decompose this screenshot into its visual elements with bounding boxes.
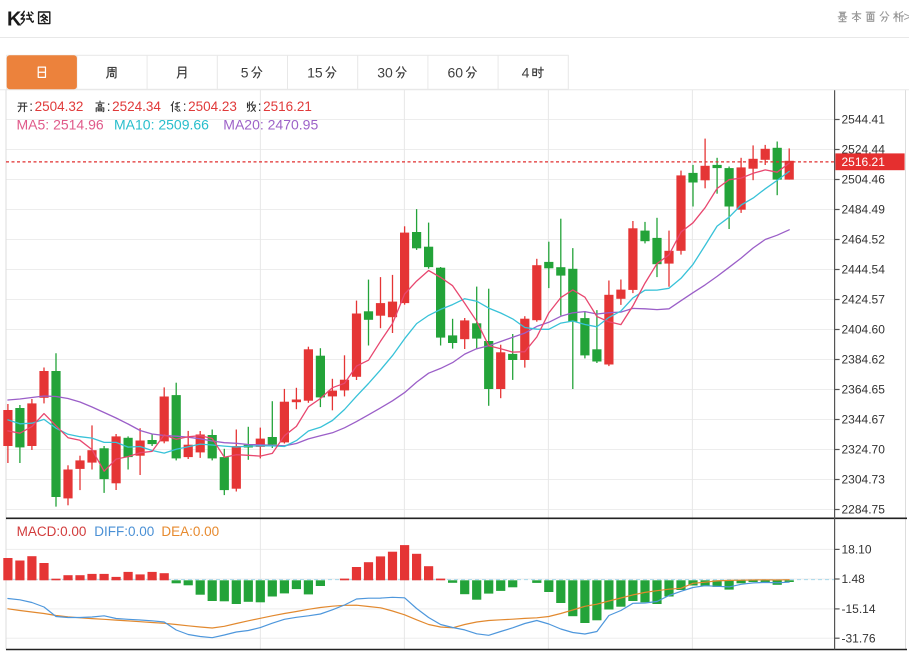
svg-text:2404.60: 2404.60 <box>842 323 886 337</box>
svg-text:DIFF:0.00: DIFF:0.00 <box>94 524 154 539</box>
svg-text:-31.76: -31.76 <box>842 631 876 645</box>
svg-text:2516.21: 2516.21 <box>842 155 886 169</box>
svg-text:K: K <box>7 9 22 31</box>
svg-text::: : <box>183 99 187 114</box>
svg-text:2324.70: 2324.70 <box>842 443 886 457</box>
svg-text:2524.44: 2524.44 <box>842 143 886 157</box>
svg-text:MA20: 2470.95: MA20: 2470.95 <box>223 117 318 133</box>
svg-text:DEA:0.00: DEA:0.00 <box>161 524 219 539</box>
svg-text:2344.67: 2344.67 <box>842 413 886 427</box>
svg-text:15: 15 <box>307 64 323 80</box>
svg-text:2504.32: 2504.32 <box>35 99 84 114</box>
svg-text:5: 5 <box>241 64 249 80</box>
svg-text:4: 4 <box>522 64 530 80</box>
svg-text:2364.65: 2364.65 <box>842 383 886 397</box>
svg-text:>: > <box>904 9 909 24</box>
svg-text::: : <box>258 99 262 114</box>
svg-text:2516.21: 2516.21 <box>263 99 312 114</box>
svg-text:60: 60 <box>448 64 464 80</box>
svg-text:2384.62: 2384.62 <box>842 353 886 367</box>
svg-text:2464.52: 2464.52 <box>842 233 886 247</box>
svg-text::: : <box>29 99 33 114</box>
svg-text:MACD:0.00: MACD:0.00 <box>17 524 87 539</box>
svg-text:2504.46: 2504.46 <box>842 173 886 187</box>
svg-text:1.48: 1.48 <box>842 572 866 586</box>
svg-text:30: 30 <box>377 64 393 80</box>
svg-text:2484.49: 2484.49 <box>842 203 886 217</box>
svg-text:MA5: 2514.96: MA5: 2514.96 <box>17 117 104 133</box>
svg-text:2284.75: 2284.75 <box>842 503 886 517</box>
svg-text:2304.73: 2304.73 <box>842 473 886 487</box>
svg-text::: : <box>107 99 111 114</box>
svg-text:2444.54: 2444.54 <box>842 263 886 277</box>
svg-text:MA10: 2509.66: MA10: 2509.66 <box>114 117 209 133</box>
svg-text:2424.57: 2424.57 <box>842 293 886 307</box>
svg-text:2544.41: 2544.41 <box>842 113 886 127</box>
svg-text:2504.23: 2504.23 <box>188 99 237 114</box>
svg-text:18.10: 18.10 <box>842 543 872 557</box>
svg-text:-15.14: -15.14 <box>842 602 876 616</box>
svg-text:2524.34: 2524.34 <box>112 99 161 114</box>
